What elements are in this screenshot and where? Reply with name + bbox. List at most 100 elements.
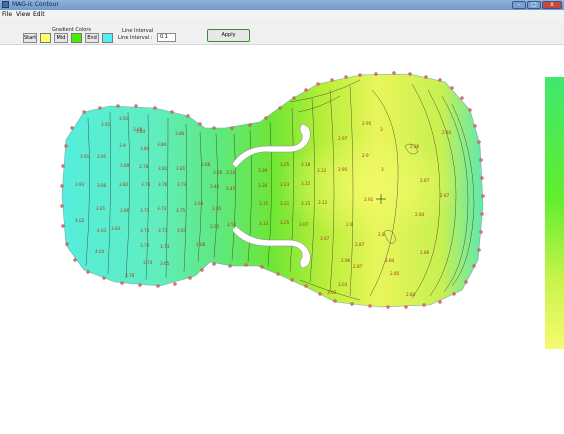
- menu-file[interactable]: File: [2, 11, 13, 18]
- contour-label: 2.95: [362, 121, 372, 126]
- contour-label: 3.88: [133, 127, 143, 132]
- close-button[interactable]: x: [542, 1, 562, 9]
- contour-label: 3.73: [160, 244, 170, 249]
- color-legend-bar: [545, 77, 564, 349]
- contour-label: 3.74: [143, 260, 153, 265]
- end-color-swatch[interactable]: [102, 33, 113, 43]
- menu-view[interactable]: View: [16, 11, 31, 18]
- toolbar: [0, 19, 564, 45]
- contour-label: 3.75: [140, 208, 150, 213]
- contour-label: 3.78: [139, 164, 149, 169]
- contour-label: 3.07: [320, 236, 330, 241]
- contour-label: 3.93: [75, 182, 85, 187]
- contour-label: 3.55: [210, 224, 220, 229]
- contour-label: 3.46: [210, 184, 220, 189]
- contour-label: 3.68: [201, 162, 211, 167]
- menu-edit[interactable]: Edit: [33, 11, 45, 18]
- mid-color-swatch[interactable]: [71, 33, 82, 43]
- contour-label: 2.8: [378, 232, 385, 237]
- contour-label: 3.03: [338, 282, 348, 287]
- line-interval-title: Line Interval: [122, 28, 154, 34]
- contour-label: 3.23: [280, 182, 290, 187]
- boundary-points: [60, 71, 485, 309]
- contour-label: 3.86: [120, 208, 130, 213]
- window-title: MAG-ic Contour: [12, 1, 59, 8]
- contour-label: 2.86: [420, 250, 430, 255]
- contour-label: 3.25: [280, 220, 290, 225]
- contour-label: 3.67: [177, 228, 187, 233]
- apply-button[interactable]: Apply: [207, 29, 250, 42]
- contour-value-labels: 3.91 3.91 3.88 3.86 3.91 3.91 3.9 3.84 3.84 3.84 3…: [75, 116, 452, 297]
- contour-label: 3.73: [140, 228, 150, 233]
- contour-label: 2.87: [353, 264, 363, 269]
- contour-label: 2.97: [338, 136, 348, 141]
- f-hole-upper: [231, 123, 311, 169]
- maximize-button[interactable]: □: [527, 1, 541, 9]
- contour-label: 2.84: [442, 130, 452, 135]
- contour-label: 3.82: [119, 182, 129, 187]
- contour-label: 3.84: [136, 129, 146, 134]
- contour-label: 2.84: [406, 292, 416, 297]
- contour-label: 3.18: [301, 162, 311, 167]
- contour-label: 3.86: [97, 183, 107, 188]
- contour-label: 2.95: [338, 167, 348, 172]
- contour-label: 3.89: [120, 163, 130, 168]
- contour-label: 4.04: [95, 249, 105, 254]
- contour-label: 3.21: [280, 201, 290, 206]
- contour-label: 3.07: [299, 222, 309, 227]
- contour-label: 3.63: [194, 201, 204, 206]
- contour-label: 3.81: [158, 166, 168, 171]
- contour-label: 4.02: [75, 218, 85, 223]
- contour-label: 2.84: [415, 212, 425, 217]
- start-color-swatch[interactable]: [40, 33, 51, 43]
- contour-label: 3.65: [160, 261, 170, 266]
- contour-label: 3.75: [176, 208, 186, 213]
- contour-label: 2.84: [385, 258, 395, 263]
- contour-label: 3.91: [101, 122, 111, 127]
- contour-label: 3.84: [157, 142, 167, 147]
- contour-label: 3.15: [301, 181, 311, 186]
- contour-label: 3.33: [259, 221, 269, 226]
- crosshair-marker: [376, 194, 386, 204]
- contour-label: 3.9: [119, 143, 126, 148]
- contour-label: 3: [381, 167, 384, 172]
- contour-label: 2.87: [440, 193, 450, 198]
- gradient-colors-title: Gradient Colors: [52, 27, 92, 33]
- contour-label: 2.87: [420, 178, 430, 183]
- contour-label: 3.52: [227, 222, 237, 227]
- contour-label: 3.73: [157, 206, 167, 211]
- contour-label: 3.35: [259, 201, 269, 206]
- end-color-button[interactable]: End: [85, 33, 99, 43]
- contour-label: 3.52: [226, 170, 236, 175]
- title-bar: MAG-ic Contour – □ x: [0, 0, 564, 10]
- line-interval-input[interactable]: 0.1: [157, 33, 176, 42]
- contour-label: 3.45: [226, 186, 236, 191]
- start-color-button[interactable]: Start: [23, 33, 37, 43]
- app-icon: [2, 1, 9, 8]
- line-interval-label: Line Interval :: [118, 35, 153, 41]
- contour-label: 3.78: [125, 273, 135, 278]
- contour-label: 3.83: [111, 226, 121, 231]
- contour-label: 3.91: [97, 154, 107, 159]
- contour-label: 3.86: [175, 131, 185, 136]
- f-hole-lower: [231, 225, 311, 269]
- contour-label: 2.85: [390, 271, 400, 276]
- contour-label: 3.56: [213, 170, 223, 175]
- menu-bar: File View Edit: [0, 10, 564, 19]
- minimize-button[interactable]: –: [512, 1, 526, 9]
- contour-label: 3.91: [80, 154, 90, 159]
- contour-label: 3.76: [158, 182, 168, 187]
- contour-label: 2.87: [355, 242, 365, 247]
- contour-label: 4.03: [97, 228, 107, 233]
- contour-label: 2.86: [410, 144, 420, 149]
- contour-label: 3.73: [158, 228, 168, 233]
- contour-label: 3.81: [96, 206, 106, 211]
- contour-label: 3.15: [301, 201, 311, 206]
- mid-color-button[interactable]: Mid: [54, 33, 68, 43]
- contour-label: 3.73: [140, 243, 150, 248]
- contour-label: 3.76: [141, 182, 151, 187]
- contour-label: 3.39: [258, 168, 268, 173]
- contour-label: 3.68: [196, 242, 206, 247]
- contour-label: 3: [380, 127, 383, 132]
- contour-label: 2.96: [341, 258, 351, 263]
